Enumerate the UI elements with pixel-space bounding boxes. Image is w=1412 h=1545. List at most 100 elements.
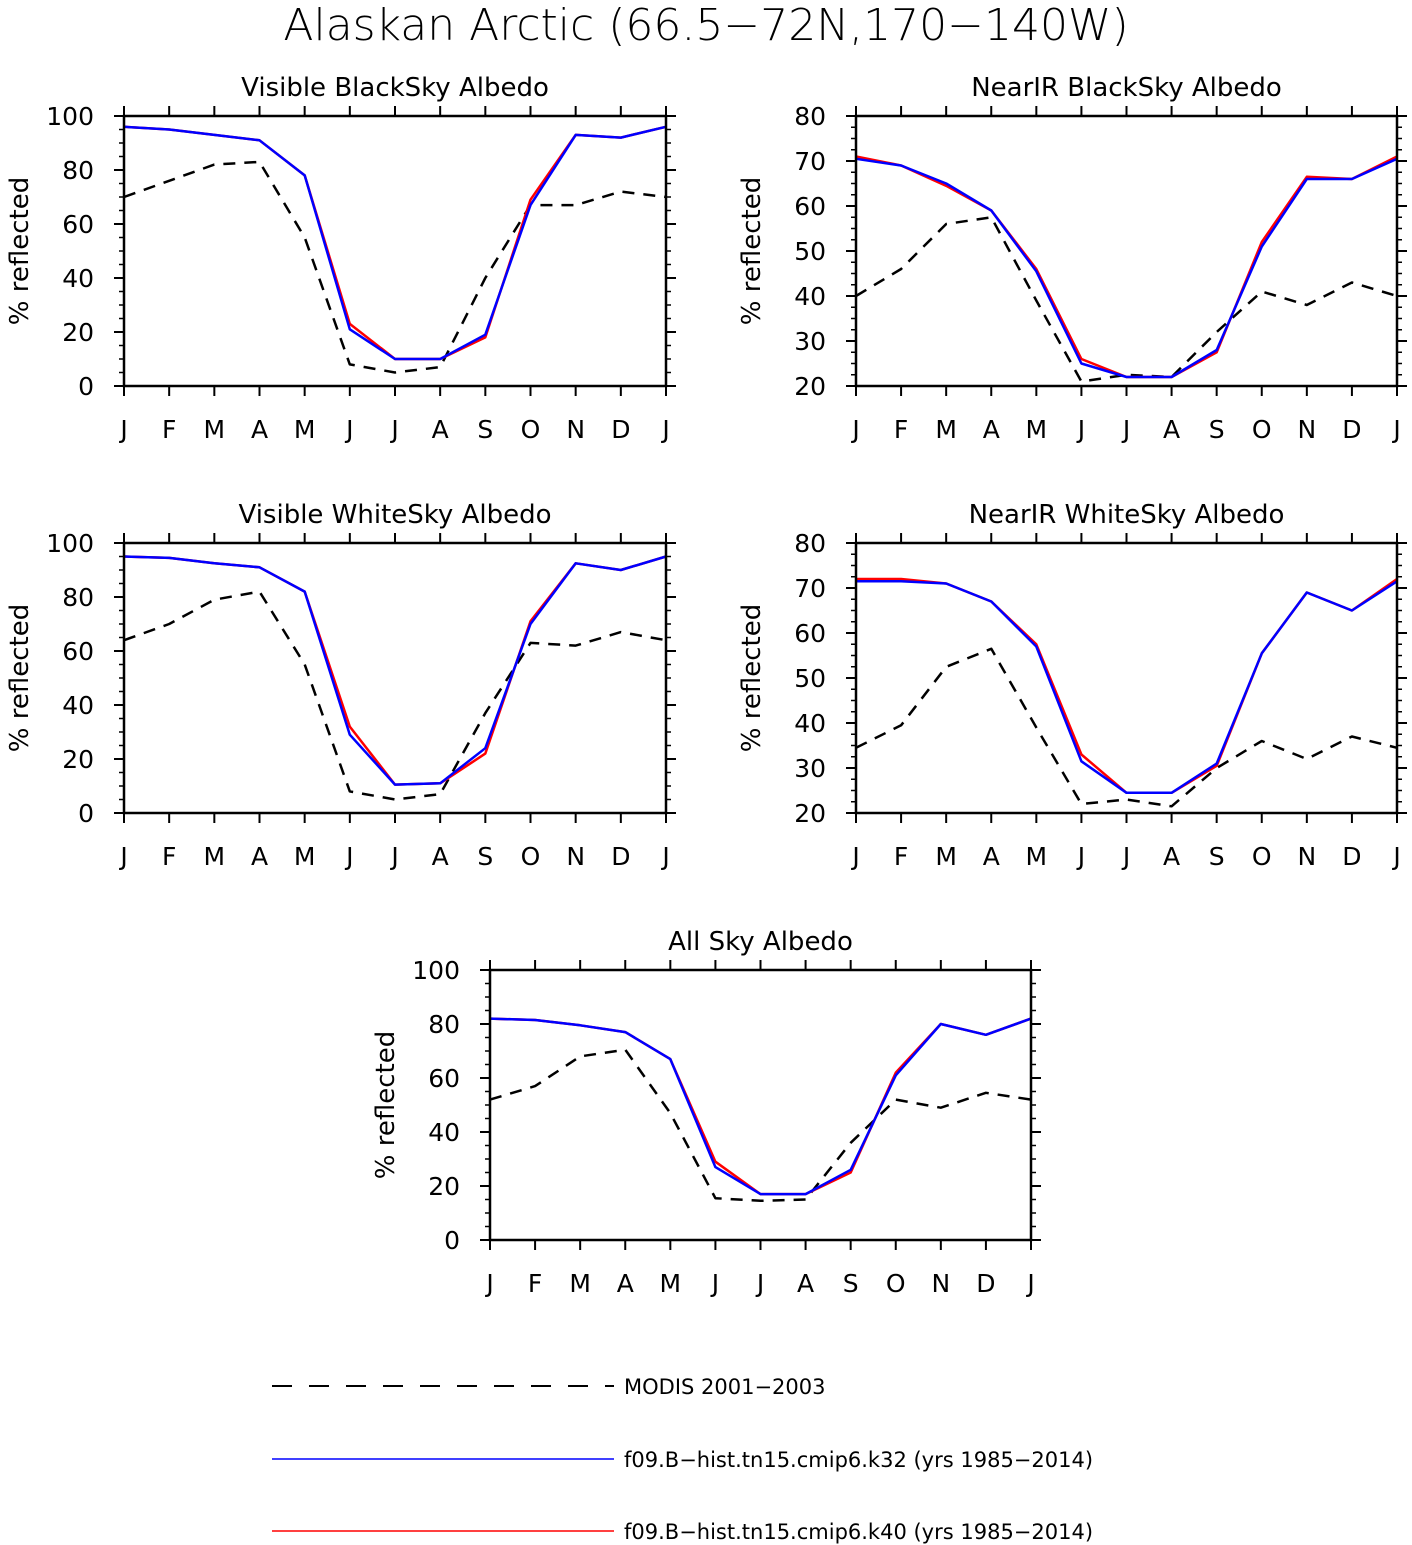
x-tick-label: J [484,1269,493,1298]
x-tick-label: J [1391,842,1400,871]
series-line-k40 [123,555,667,786]
y-tick-label: 30 [794,754,826,783]
y-axis-label: % reflected [5,604,35,752]
y-tick-label: 80 [428,1010,460,1039]
y-tick-label: 80 [62,156,94,185]
y-tick-label: 80 [62,583,94,612]
x-tick-label: M [294,415,316,444]
plot-frame [122,541,668,815]
x-tick-label: J [344,415,353,444]
x-tick-label: J [850,415,859,444]
page-title: Alaskan Arctic (66.5−72N,170−140W) [283,0,1129,51]
y-tick-label: 20 [428,1172,460,1201]
x-tick-label: A [251,842,268,871]
x-tick-label: A [432,415,449,444]
series-line-modis [489,1048,1032,1203]
series-line-modis [855,647,1398,808]
x-tick-label: F [894,842,908,871]
x-tick-label: F [162,415,176,444]
y-tick-label: 80 [794,102,826,131]
x-tick-label: A [1163,842,1180,871]
x-tick-label: J [118,415,127,444]
plot-frame [488,968,1033,1242]
x-tick-label: A [983,842,1000,871]
x-tick-label: M [204,842,226,871]
x-tick-label: J [1121,415,1130,444]
x-tick-label: S [1209,415,1225,444]
x-tick-label: A [1163,415,1180,444]
series-line-k40 [856,577,1398,795]
series-line-k40 [855,155,1398,379]
series-line-k32 [123,125,667,361]
x-tick-label: J [1025,1269,1034,1298]
legend-label-modis: MODIS 2001−2003 [624,1375,826,1399]
series-line-k32 [489,1017,1032,1196]
x-tick-label: N [1297,415,1316,444]
x-tick-label: S [477,842,493,871]
y-tick-label: 50 [794,664,826,693]
y-tick-label: 60 [62,637,94,666]
y-tick-label: 40 [428,1118,460,1147]
y-tick-label: 20 [794,799,826,828]
x-tick-label: J [755,1269,764,1298]
plot-frame [854,114,1399,388]
y-tick-label: 30 [794,327,826,356]
chart-title: All Sky Albedo [668,927,853,957]
y-tick-label: 60 [62,210,94,239]
y-tick-label: 100 [46,102,94,131]
y-tick-label: 70 [794,574,826,603]
series-line-k32 [123,555,667,786]
x-tick-label: D [611,842,630,871]
x-tick-label: J [389,842,398,871]
x-tick-label: S [1209,842,1225,871]
x-tick-label: N [1297,842,1316,871]
chart-title: Visible WhiteSky Albedo [238,500,551,530]
x-tick-label: O [1252,842,1272,871]
series-line-modis [123,160,667,374]
y-tick-label: 20 [794,372,826,401]
x-tick-label: A [797,1269,814,1298]
x-tick-label: A [432,842,449,871]
plot-frame [122,114,668,388]
x-tick-label: J [710,1269,719,1298]
y-tick-label: 50 [794,237,826,266]
x-tick-label: N [566,842,585,871]
x-tick-label: F [894,415,908,444]
y-tick-label: 0 [444,1226,460,1255]
chart-title: NearIR BlackSky Albedo [971,73,1282,103]
y-tick-label: 80 [794,529,826,558]
series-line-k32 [855,157,1398,379]
x-tick-label: D [1342,842,1361,871]
x-tick-label: J [118,842,127,871]
x-tick-label: D [976,1269,995,1298]
x-tick-label: J [850,842,859,871]
x-tick-label: D [1342,415,1361,444]
y-tick-label: 40 [794,282,826,311]
x-tick-label: J [1391,415,1400,444]
x-tick-label: M [660,1269,682,1298]
series-line-k40 [123,125,667,361]
x-tick-label: N [931,1269,950,1298]
legend-label-k32: f09.B−hist.tn15.cmip6.k32 (yrs 1985−2014… [624,1448,1093,1472]
y-tick-label: 100 [46,529,94,558]
legend-label-k40: f09.B−hist.tn15.cmip6.k40 (yrs 1985−2014… [624,1520,1093,1544]
series-line-k32 [856,580,1398,795]
plot-frame [854,541,1399,815]
x-tick-label: S [477,415,493,444]
x-tick-label: M [294,842,316,871]
x-tick-label: A [617,1269,634,1298]
y-tick-label: 40 [62,264,94,293]
y-axis-label: % reflected [737,177,767,325]
x-tick-label: N [566,415,585,444]
x-tick-label: J [389,415,398,444]
x-tick-label: J [660,842,669,871]
x-tick-label: J [1076,842,1085,871]
chart-title: NearIR WhiteSky Albedo [969,500,1285,530]
x-tick-label: F [528,1269,542,1298]
x-tick-label: M [1026,415,1048,444]
x-tick-label: S [843,1269,859,1298]
